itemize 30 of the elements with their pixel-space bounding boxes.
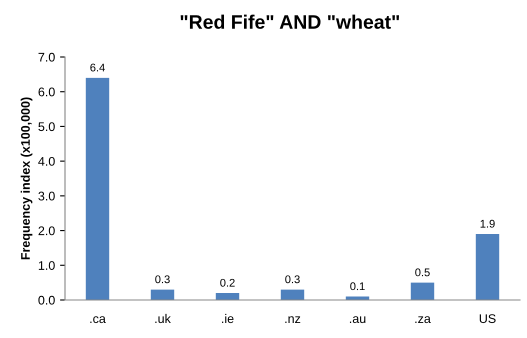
bar <box>280 290 304 300</box>
data-label: 0.2 <box>220 278 235 287</box>
y-tick-label: 2.0 <box>38 226 55 236</box>
x-tick-label: .uk <box>155 314 171 324</box>
x-tick-label: US <box>480 314 496 324</box>
chart-title: "Red Fife" AND "wheat" <box>180 14 400 29</box>
y-tick-label: 6.0 <box>38 88 55 96</box>
x-tick-label: .ie <box>222 314 234 324</box>
bar <box>476 234 500 300</box>
y-axis-title: Frequency index (x100,000) <box>20 97 32 260</box>
bar <box>150 290 174 300</box>
x-tick-label: .nz <box>285 316 300 323</box>
y-tick-label: 5.0 <box>38 122 55 132</box>
bar <box>86 78 110 300</box>
data-label: 0.1 <box>350 282 365 290</box>
x-tick-label: .au <box>350 316 366 324</box>
bar <box>216 293 240 300</box>
y-tick-label: 7.0 <box>38 52 55 62</box>
data-label: 6.4 <box>90 64 105 72</box>
data-label: 0.5 <box>415 268 430 276</box>
data-label: 0.3 <box>285 275 300 284</box>
data-label: 0.3 <box>155 275 170 284</box>
x-tick-label: .ca <box>90 316 106 324</box>
data-label: 1.9 <box>480 220 495 228</box>
y-tick-label: 1.0 <box>38 261 55 270</box>
y-tick-label: 0.0 <box>38 296 55 305</box>
y-tick-label: 4.0 <box>38 156 55 166</box>
x-tick-label: .za <box>415 316 431 324</box>
bar <box>410 282 434 300</box>
y-tick-label: 3.0 <box>38 192 55 201</box>
